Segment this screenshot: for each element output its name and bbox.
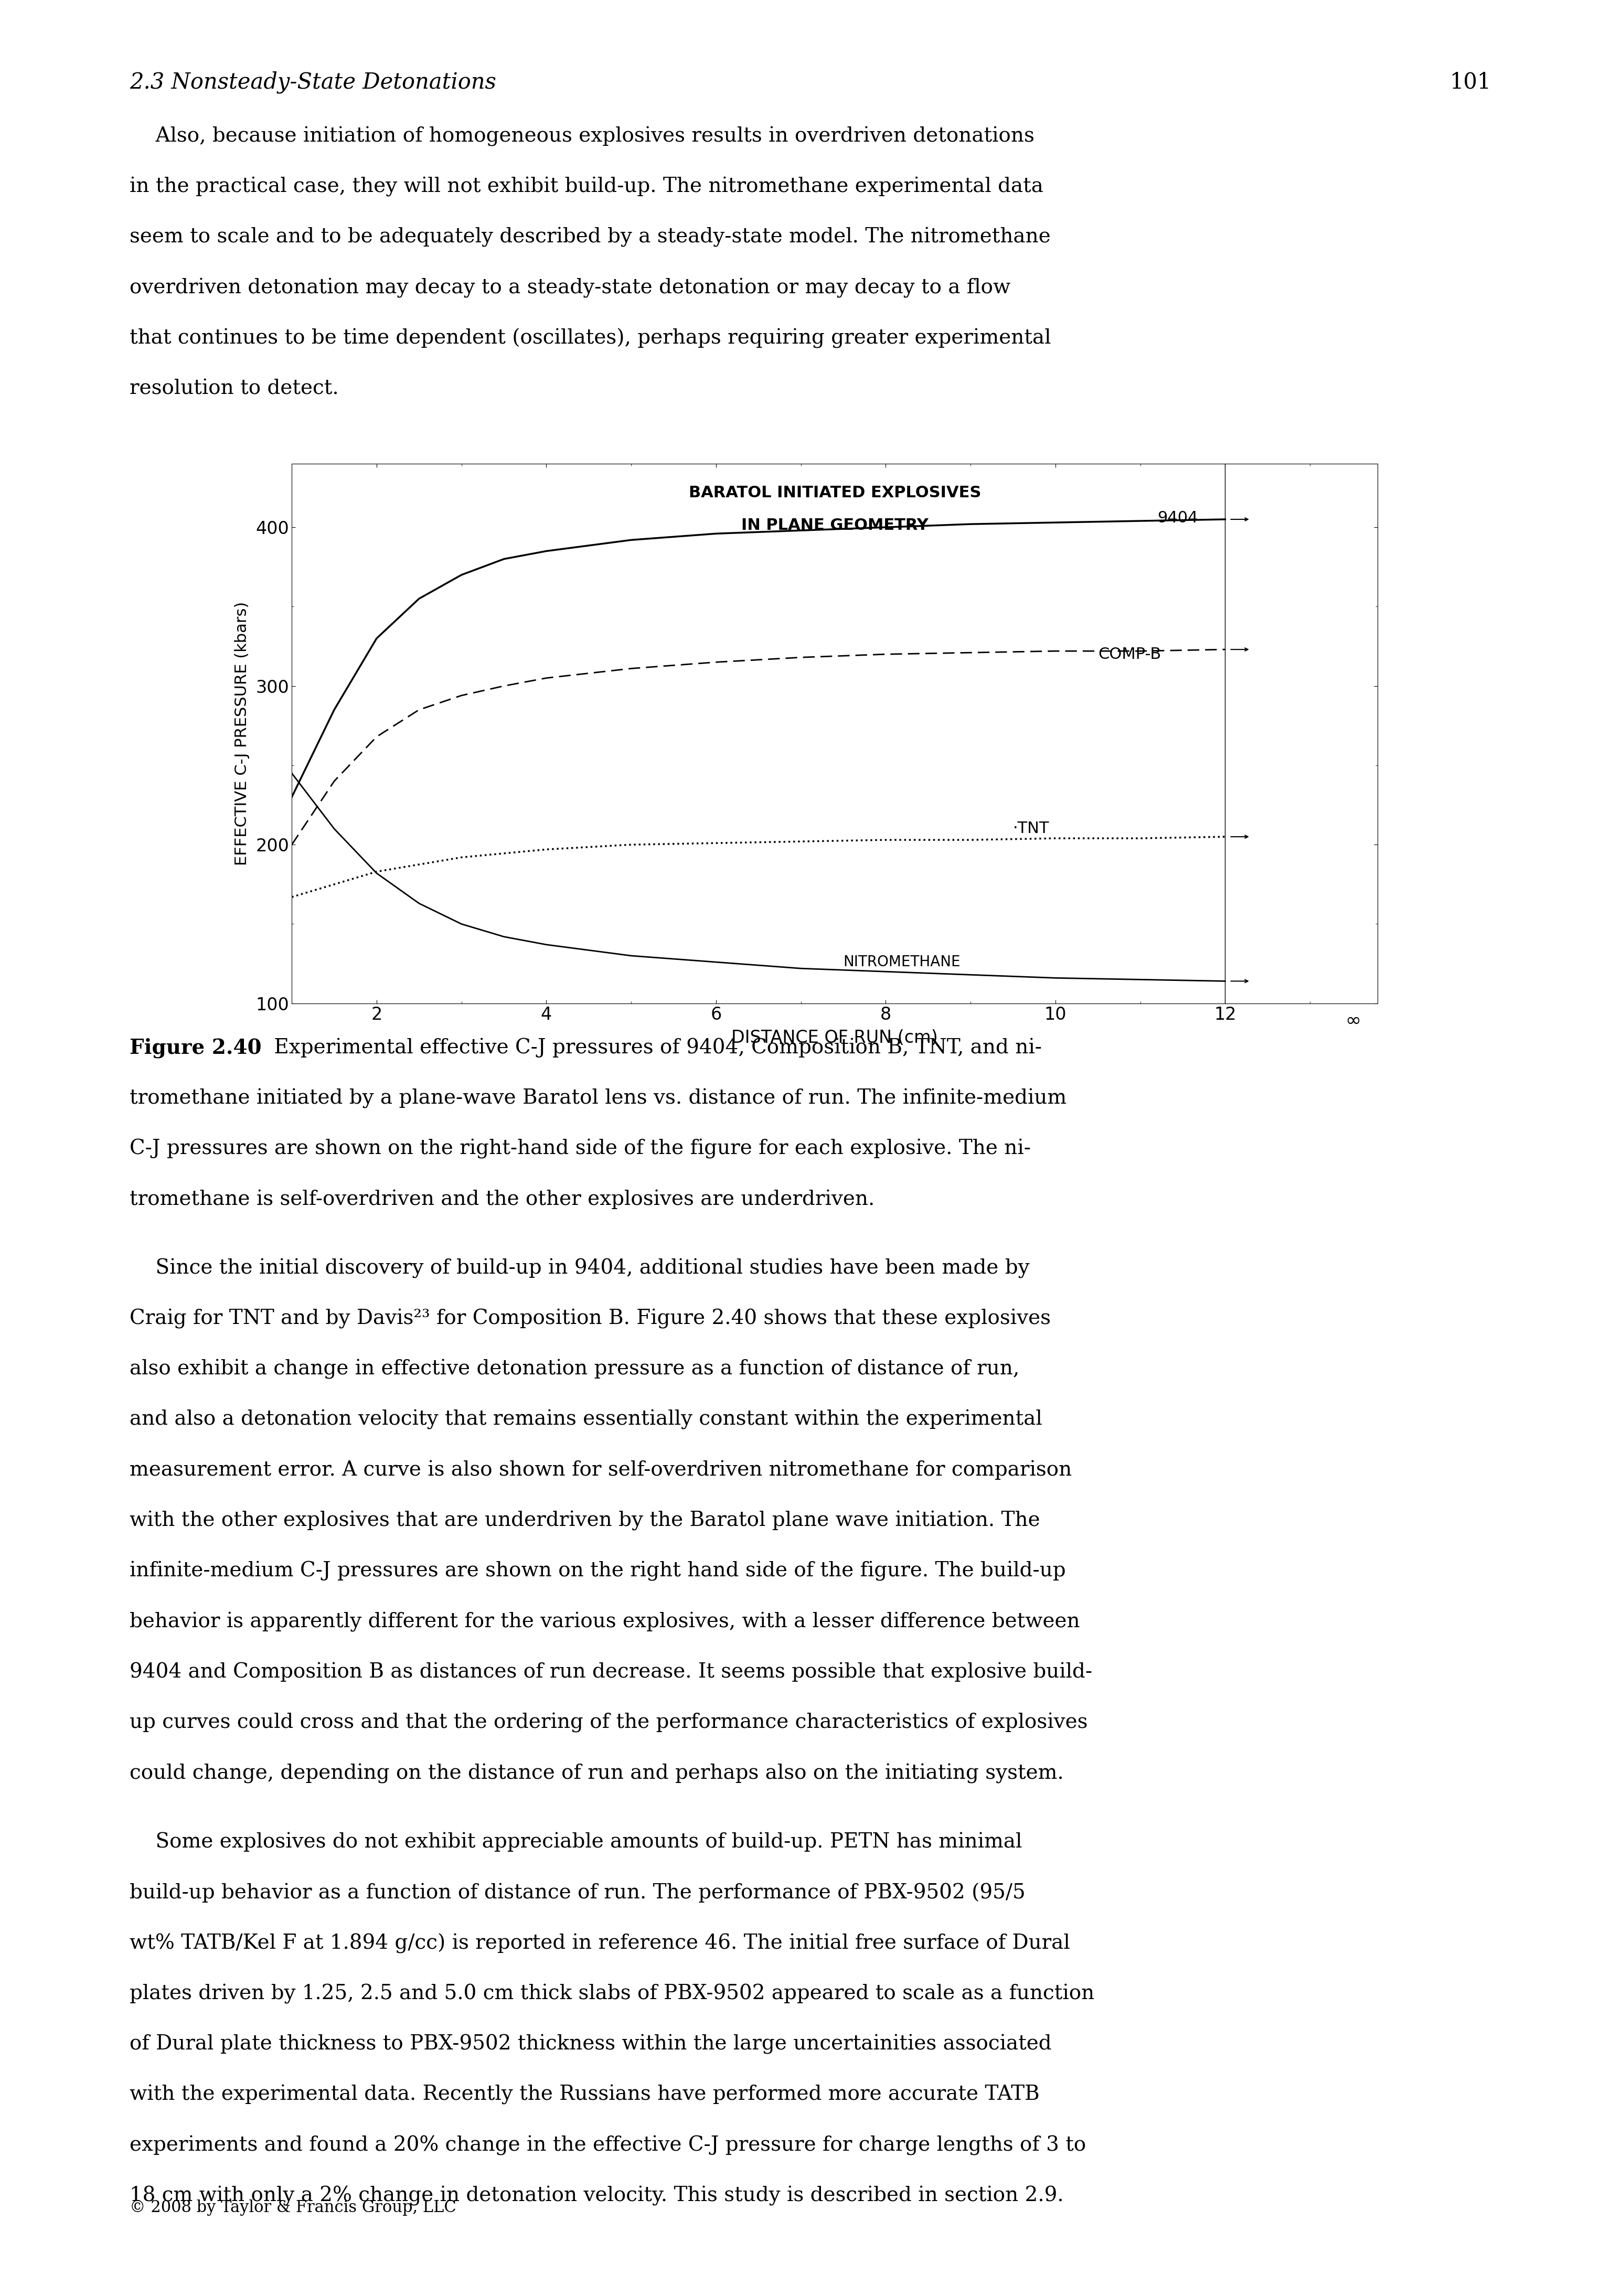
Text: in the practical case, they will not exhibit build-up. The nitromethane experime: in the practical case, they will not exh… <box>130 177 1044 197</box>
Text: © 2008 by Taylor & Francis Group, LLC: © 2008 by Taylor & Francis Group, LLC <box>130 2200 457 2216</box>
Text: Also, because initiation of homogeneous explosives results in overdriven detonat: Also, because initiation of homogeneous … <box>130 126 1034 147</box>
Text: seem to scale and to be adequately described by a steady-state model. The nitrom: seem to scale and to be adequately descr… <box>130 227 1050 248</box>
Text: $\infty$: $\infty$ <box>1345 1010 1360 1029</box>
Text: could change, depending on the distance of run and perhaps also on the initiatin: could change, depending on the distance … <box>130 1763 1063 1784</box>
Text: 9404 and Composition B as distances of run decrease. It seems possible that expl: 9404 and Composition B as distances of r… <box>130 1662 1093 1683</box>
Text: IN PLANE GEOMETRY: IN PLANE GEOMETRY <box>741 519 929 533</box>
Text: experiments and found a 20% change in the effective C-J pressure for charge leng: experiments and found a 20% change in th… <box>130 2135 1086 2156</box>
Text: wt% TATB/Kel F at 1.894 g/cc) is reported in reference 46. The initial free surf: wt% TATB/Kel F at 1.894 g/cc) is reporte… <box>130 1933 1070 1954</box>
Text: and also a detonation velocity that remains essentially constant within the expe: and also a detonation velocity that rema… <box>130 1410 1042 1430</box>
Text: C-J pressures are shown on the right-hand side of the figure for each explosive.: C-J pressures are shown on the right-han… <box>130 1139 1031 1159</box>
Text: plates driven by 1.25, 2.5 and 5.0 cm thick slabs of PBX-9502 appeared to scale : plates driven by 1.25, 2.5 and 5.0 cm th… <box>130 1984 1094 2004</box>
Text: measurement error. A curve is also shown for self-overdriven nitromethane for co: measurement error. A curve is also shown… <box>130 1460 1071 1481</box>
Text: build-up behavior as a function of distance of run. The performance of PBX-9502 : build-up behavior as a function of dista… <box>130 1883 1026 1903</box>
Text: that continues to be time dependent (oscillates), perhaps requiring greater expe: that continues to be time dependent (osc… <box>130 328 1050 349</box>
Text: Figure 2.40: Figure 2.40 <box>130 1038 261 1058</box>
Text: ·TNT: ·TNT <box>1013 822 1049 836</box>
Text: 9404: 9404 <box>1157 510 1198 526</box>
Text: infinite-medium C-J pressures are shown on the right hand side of the figure. Th: infinite-medium C-J pressures are shown … <box>130 1561 1067 1582</box>
Text: also exhibit a change in effective detonation pressure as a function of distance: also exhibit a change in effective deton… <box>130 1359 1020 1380</box>
Text: NITROMETHANE: NITROMETHANE <box>843 955 961 969</box>
Text: Some explosives do not exhibit appreciable amounts of build-up. PETN has minimal: Some explosives do not exhibit appreciab… <box>130 1832 1023 1853</box>
Text: resolution to detect.: resolution to detect. <box>130 379 339 397</box>
Text: with the other explosives that are underdriven by the Baratol plane wave initiat: with the other explosives that are under… <box>130 1511 1041 1531</box>
Text: up curves could cross and that the ordering of the performance characteristics o: up curves could cross and that the order… <box>130 1713 1088 1733</box>
Text: Since the initial discovery of build-up in 9404, additional studies have been ma: Since the initial discovery of build-up … <box>130 1258 1029 1279</box>
Text: 18 cm with only a 2% change in detonation velocity. This study is described in s: 18 cm with only a 2% change in detonatio… <box>130 2186 1063 2206</box>
Y-axis label: EFFECTIVE C-J PRESSURE (kbars): EFFECTIVE C-J PRESSURE (kbars) <box>235 602 250 866</box>
Text: of Dural plate thickness to PBX-9502 thickness within the large uncertainities a: of Dural plate thickness to PBX-9502 thi… <box>130 2034 1052 2055</box>
Text: BARATOL INITIATED EXPLOSIVES: BARATOL INITIATED EXPLOSIVES <box>689 484 981 501</box>
Text: Craig for TNT and by Davis²³ for Composition B. Figure 2.40 shows that these exp: Craig for TNT and by Davis²³ for Composi… <box>130 1309 1050 1329</box>
Text: COMP-B: COMP-B <box>1097 647 1161 661</box>
Text: tromethane is self-overdriven and the other explosives are underdriven.: tromethane is self-overdriven and the ot… <box>130 1189 875 1210</box>
Text: overdriven detonation may decay to a steady-state detonation or may decay to a f: overdriven detonation may decay to a ste… <box>130 278 1010 298</box>
Text: behavior is apparently different for the various explosives, with a lesser diffe: behavior is apparently different for the… <box>130 1612 1080 1632</box>
Text: with the experimental data. Recently the Russians have performed more accurate T: with the experimental data. Recently the… <box>130 2085 1039 2105</box>
Text: 2.3 Nonsteady-State Detonations: 2.3 Nonsteady-State Detonations <box>130 71 496 94</box>
Text: tromethane initiated by a plane-wave Baratol lens vs. distance of run. The infin: tromethane initiated by a plane-wave Bar… <box>130 1088 1067 1109</box>
X-axis label: DISTANCE OF RUN (cm): DISTANCE OF RUN (cm) <box>731 1029 939 1047</box>
Text: Experimental effective C-J pressures of 9404, Composition B, TNT, and ni-: Experimental effective C-J pressures of … <box>267 1038 1042 1058</box>
Text: 101: 101 <box>1449 71 1491 94</box>
